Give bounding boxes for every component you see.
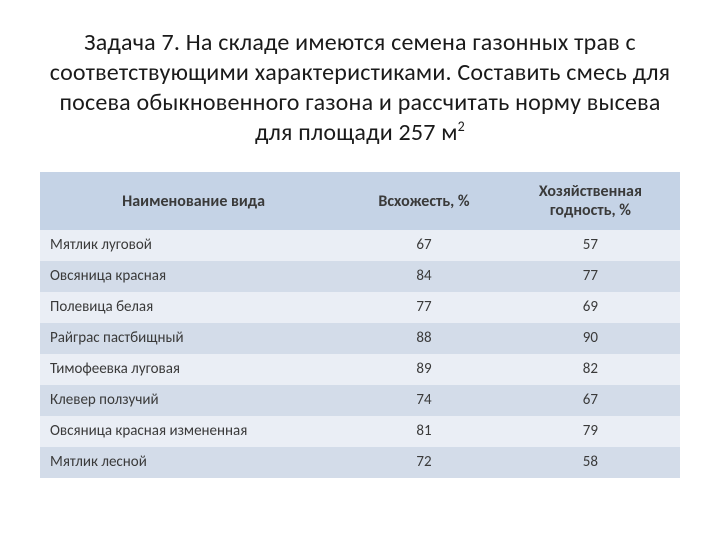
table-row: Овсяница красная измененная8179: [40, 416, 680, 447]
cell-utility: 67: [501, 385, 680, 416]
cell-germination: 77: [347, 292, 501, 323]
cell-utility: 58: [501, 447, 680, 478]
cell-germination: 88: [347, 323, 501, 354]
column-header-2: Хозяйственная годность, %: [501, 172, 680, 230]
cell-utility: 57: [501, 230, 680, 261]
column-header-1: Всхожесть, %: [347, 172, 501, 230]
cell-germination: 67: [347, 230, 501, 261]
cell-name: Тимофеевка луговая: [40, 354, 347, 385]
slide: Задача 7. На складе имеются семена газон…: [0, 0, 720, 540]
column-header-0: Наименование вида: [40, 172, 347, 230]
table-row: Мятлик луговой6757: [40, 230, 680, 261]
cell-germination: 74: [347, 385, 501, 416]
table-row: Полевица белая7769: [40, 292, 680, 323]
table-row: Райграс пастбищный8890: [40, 323, 680, 354]
cell-germination: 72: [347, 447, 501, 478]
table-header: Наименование видаВсхожесть, %Хозяйственн…: [40, 172, 680, 230]
table-row: Тимофеевка луговая8982: [40, 354, 680, 385]
cell-name: Мятлик луговой: [40, 230, 347, 261]
cell-name: Мятлик лесной: [40, 447, 347, 478]
cell-germination: 81: [347, 416, 501, 447]
cell-utility: 79: [501, 416, 680, 447]
cell-utility: 82: [501, 354, 680, 385]
cell-name: Райграс пастбищный: [40, 323, 347, 354]
cell-utility: 90: [501, 323, 680, 354]
table-row: Клевер ползучий7467: [40, 385, 680, 416]
cell-name: Овсяница красная измененная: [40, 416, 347, 447]
table-body: Мятлик луговой6757Овсяница красная8477По…: [40, 230, 680, 478]
table-header-row: Наименование видаВсхожесть, %Хозяйственн…: [40, 172, 680, 230]
cell-name: Овсяница красная: [40, 261, 347, 292]
table-row: Мятлик лесной7258: [40, 447, 680, 478]
cell-germination: 89: [347, 354, 501, 385]
data-table: Наименование видаВсхожесть, %Хозяйственн…: [40, 172, 680, 478]
slide-title: Задача 7. На складе имеются семена газон…: [40, 28, 680, 148]
cell-name: Полевица белая: [40, 292, 347, 323]
cell-germination: 84: [347, 261, 501, 292]
cell-utility: 69: [501, 292, 680, 323]
cell-utility: 77: [501, 261, 680, 292]
table-row: Овсяница красная8477: [40, 261, 680, 292]
cell-name: Клевер ползучий: [40, 385, 347, 416]
